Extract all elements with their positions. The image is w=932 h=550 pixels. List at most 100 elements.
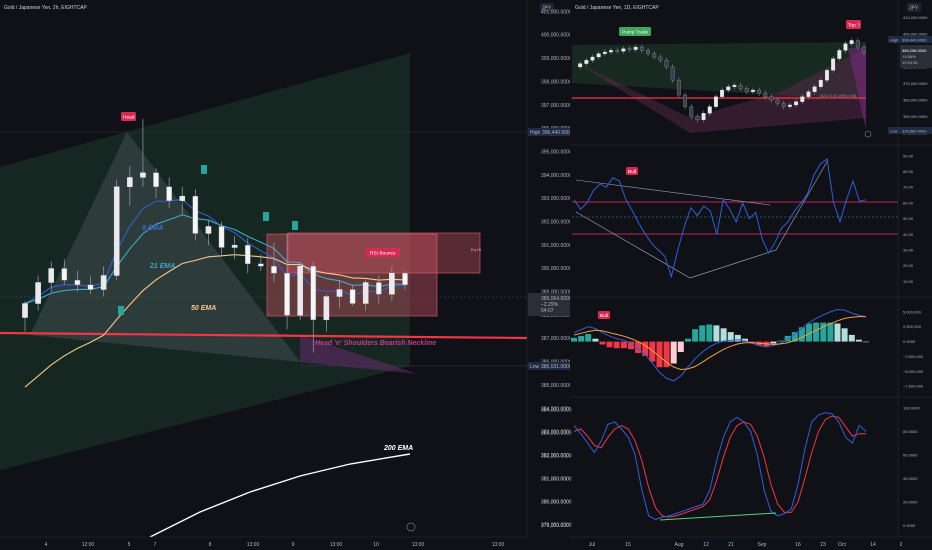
macd-histogram-bar	[578, 335, 585, 342]
left-y-tick: 379,000.0000	[541, 523, 572, 529]
price-tag-change: −2.29%	[541, 302, 559, 308]
daily-candle	[701, 110, 706, 123]
daily-candle	[652, 51, 657, 60]
macd-y-tick: −5,000,000	[903, 369, 924, 374]
macd-y-tick: −2,500,000	[903, 354, 924, 359]
rsi-divergence-lines	[575, 159, 829, 279]
candle	[166, 177, 172, 208]
right-low-tag-label: Low	[890, 129, 897, 134]
candle	[74, 270, 81, 292]
macd-histogram-bar	[841, 328, 848, 342]
rsi-y-tick: 30.00	[903, 248, 914, 253]
macd-histogram-bar	[620, 341, 627, 349]
signal-line	[573, 316, 866, 371]
ema50-line	[24, 254, 406, 388]
daily-candle	[726, 84, 731, 93]
macd-histogram-bar	[749, 341, 755, 343]
right-x-tick: 21	[728, 542, 734, 548]
candle	[205, 219, 212, 246]
stoch-d-line	[573, 415, 866, 518]
ema21-label: 21 EMA	[149, 263, 175, 270]
macd-histogram-bar	[670, 341, 677, 364]
channel-fill	[572, 42, 866, 100]
right-indicator-stack[interactable]: Gold / Japanese Yen, 1D, EIGHTCAP Pump T…	[541, 0, 932, 550]
ema50-label: 50 EMA	[191, 305, 216, 312]
candle	[231, 235, 238, 260]
daily-candle	[843, 41, 848, 53]
candle	[153, 168, 159, 199]
left-y-tick: 381,000.0000	[541, 476, 572, 482]
daily-candle	[849, 37, 854, 47]
daily-candle	[646, 47, 650, 57]
left-y-tick: 383,000.0000	[541, 430, 572, 436]
macd-line	[573, 308, 867, 382]
candle	[179, 186, 186, 215]
left-time-axis[interactable]: 12:00 4 5 7 8 13:00 9 13:00 10 13:00 13:00	[0, 536, 527, 550]
daily-candle	[781, 100, 786, 110]
macd-tag: Bull	[600, 313, 608, 319]
left-y-tick: 395,000.0000	[541, 149, 572, 155]
left-y-tick: 382,000.0000	[541, 453, 572, 459]
left-price-axis[interactable]: JPY 401,000.0000 400,000.0000 399,000.0000…	[526, 0, 573, 537]
left-y-tick: 400,000.0000	[541, 33, 572, 39]
stoch-left-tick: 380,000.0000	[541, 500, 572, 506]
candle	[113, 179, 120, 281]
ema200-line	[149, 453, 411, 538]
daily-candle	[763, 90, 768, 100]
left-y-tick: 387,000.0000	[541, 336, 572, 342]
left-y-tick: 384,000.0000	[541, 406, 572, 412]
macd-histogram-bar	[585, 334, 592, 342]
stoch-y-tick: 40.0000	[903, 476, 918, 481]
stoch-y-tick: 0.0000	[903, 523, 916, 528]
right-low-tag-value: 335,880.0000	[902, 129, 927, 134]
stoch-divergence-line	[659, 512, 777, 521]
right-price-axis[interactable]: 410,000.0000 400,000.0000 390,000.0000 380,…	[541, 0, 932, 537]
neckline	[0, 331, 528, 340]
daily-candle	[713, 94, 718, 110]
right-time-axis[interactable]: Jul 15 Aug 12 21 Sep 16 23 Oct 14 2	[570, 536, 932, 548]
daily-candle	[757, 87, 762, 96]
macd-histogram-bar	[635, 341, 642, 353]
daily-candle	[621, 46, 626, 54]
macd-histogram-bar	[649, 341, 656, 362]
left-y-tick: 390,000.0000	[541, 266, 572, 272]
left-price-chart[interactable]: Gold / Japanese Yen, 2h, EIGHTCAP Eq Ht …	[0, 0, 528, 538]
daily-candle	[862, 44, 866, 55]
macd-histogram-bar	[613, 341, 620, 349]
right-high-tag-bg	[888, 36, 932, 43]
buy-marker	[201, 165, 207, 174]
daily-candle	[707, 104, 712, 116]
daily-candle	[738, 82, 743, 91]
macd-histogram-bar	[863, 341, 869, 343]
left-x-tick: 7	[154, 542, 157, 548]
right-x-tick: 12	[703, 542, 709, 548]
rsi-y-tick: 60.00	[903, 200, 914, 205]
macd-panel: Bull	[571, 308, 869, 382]
macd-y-tick: 5,000,000	[903, 309, 922, 314]
macd-histogram-bar	[677, 341, 684, 352]
macd-histogram-bar	[741, 338, 748, 342]
stoch-left-tick: 379,000.0000	[541, 523, 572, 529]
replay-icon-right[interactable]	[864, 130, 872, 138]
candle	[271, 242, 277, 283]
daily-candle	[596, 51, 601, 60]
stoch-left-tick: 382,000.0000	[541, 454, 572, 460]
candle	[258, 254, 264, 271]
pump-trade-tag: Pump Trade	[622, 30, 648, 36]
daily-candle	[825, 67, 829, 83]
left-x-tick: 13:00	[330, 542, 343, 548]
candle	[87, 275, 94, 295]
candle	[389, 266, 395, 302]
right-price-tag-change: +4.86%	[902, 54, 916, 59]
low-tag-label: Low	[530, 364, 540, 370]
right-low-tag-bg	[888, 127, 932, 134]
daily-candle	[590, 54, 595, 63]
candle	[48, 261, 55, 292]
head-tag: Head	[123, 115, 135, 121]
daily-candle	[806, 89, 811, 100]
macd-histogram-bar	[699, 325, 706, 342]
macd-histogram-bar	[791, 332, 798, 342]
replay-icon[interactable]	[406, 522, 416, 532]
macd-histogram-bar	[727, 332, 734, 342]
candle	[284, 233, 290, 330]
